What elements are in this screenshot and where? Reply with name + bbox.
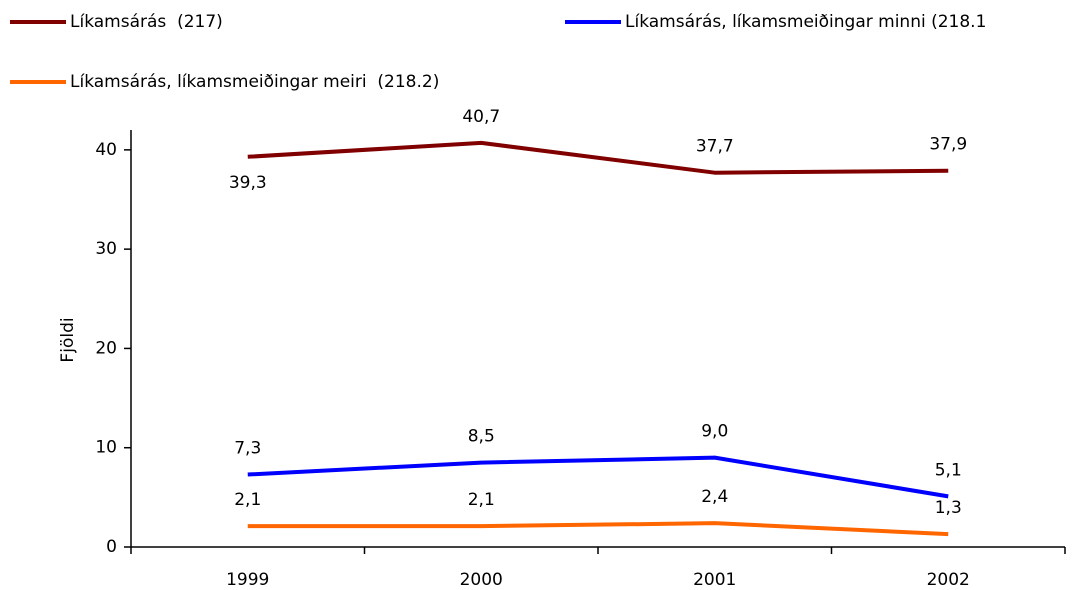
- data-label: 7,3: [234, 439, 261, 459]
- data-label: 2,1: [468, 490, 495, 510]
- y-tick-label: 0: [106, 537, 117, 557]
- y-tick-label: 30: [95, 239, 117, 259]
- data-label: 2,4: [701, 487, 728, 507]
- data-label: 40,7: [462, 107, 500, 127]
- y-tick-label: 10: [95, 438, 117, 458]
- x-tick-label: 2000: [460, 570, 503, 590]
- y-axis-label: Fjöldi: [58, 317, 78, 362]
- data-label: 39,3: [229, 173, 267, 193]
- series-line: [247, 521, 949, 537]
- data-label: 8,5: [468, 427, 495, 447]
- data-label: 37,9: [929, 135, 967, 155]
- data-label: 1,3: [935, 498, 962, 518]
- data-label: 2,1: [234, 490, 261, 510]
- data-label: 9,0: [701, 422, 728, 442]
- y-tick-label: 40: [95, 140, 117, 160]
- legend-label: Líkamsárás, líkamsmeiðingar minni (218.1: [625, 12, 986, 32]
- data-label: 37,7: [696, 137, 734, 157]
- series-line: [247, 455, 949, 499]
- x-tick-label: 1999: [226, 570, 269, 590]
- y-tick-label: 20: [95, 338, 117, 358]
- legend-label: Líkamsárás, líkamsmeiðingar meiri (218.2…: [70, 72, 439, 92]
- series-line: [247, 140, 949, 175]
- data-label: 5,1: [935, 460, 962, 480]
- x-tick-label: 2002: [927, 570, 970, 590]
- legend-label: Líkamsárás (217): [70, 12, 223, 32]
- x-tick-label: 2001: [693, 570, 736, 590]
